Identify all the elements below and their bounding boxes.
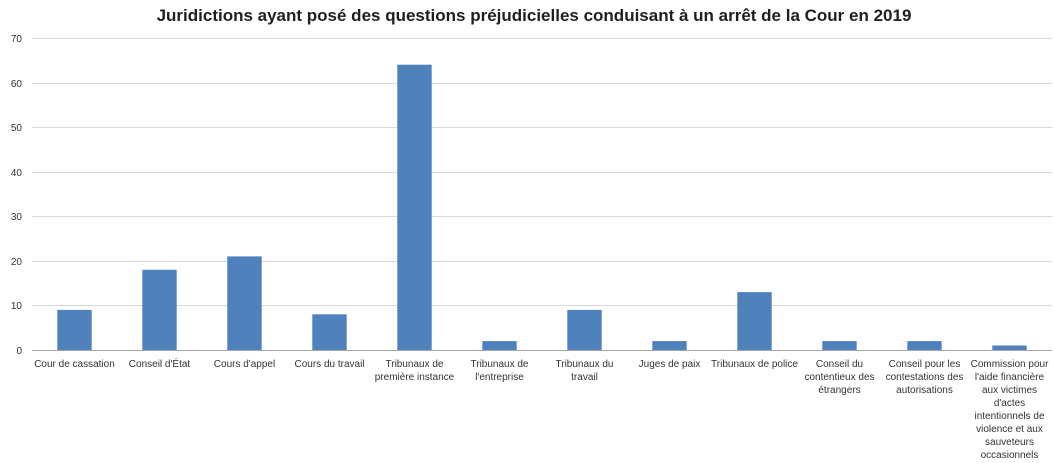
- bar: [822, 341, 857, 350]
- x-category-label: Commission pour l'aide financière aux vict…: [971, 359, 1049, 461]
- bar: [907, 341, 942, 350]
- y-axis-ticks: 0 10 20 30 40 50 60 70: [11, 34, 23, 357]
- gridlines: [32, 38, 1052, 306]
- x-category-label: Tribunaux du travail: [556, 359, 614, 383]
- y-tick-label: 30: [11, 212, 23, 223]
- x-category-label: Conseil du contentieux des étrangers: [804, 359, 874, 396]
- x-category-label: Tribunaux de police: [711, 359, 798, 370]
- bar: [57, 309, 92, 350]
- bar: [227, 256, 262, 350]
- bar: [397, 64, 432, 350]
- x-category-label: Conseil d'État: [129, 357, 191, 370]
- bar: [312, 314, 347, 350]
- bar: [737, 292, 772, 350]
- x-axis-category-labels: Cour de cassation Conseil d'État Cours d'a…: [34, 357, 1049, 461]
- x-category-label: Conseil pour les contestations des autoris…: [886, 359, 964, 396]
- bar: [142, 269, 177, 350]
- y-tick-label: 20: [11, 257, 23, 268]
- y-tick-label: 40: [11, 168, 23, 179]
- y-tick-label: 10: [11, 301, 23, 312]
- bar: [567, 309, 602, 350]
- y-tick-label: 0: [16, 346, 22, 357]
- bar: [482, 341, 517, 350]
- chart-title: Juridictions ayant posé des questions pr…: [157, 6, 912, 25]
- y-tick-label: 70: [11, 34, 23, 45]
- bars: [57, 64, 1027, 350]
- x-category-label: Cours du travail: [294, 359, 364, 370]
- x-category-label: Juges de paix: [639, 359, 701, 370]
- bar: [652, 341, 687, 350]
- x-category-label: Tribunaux de l'entreprise: [471, 359, 529, 383]
- bar: [992, 345, 1027, 350]
- y-tick-label: 50: [11, 123, 23, 134]
- x-category-label: Tribunaux de première instance: [375, 359, 455, 383]
- y-tick-label: 60: [11, 79, 23, 90]
- x-category-label: Cours d'appel: [214, 359, 275, 370]
- x-category-label: Cour de cassation: [34, 359, 115, 370]
